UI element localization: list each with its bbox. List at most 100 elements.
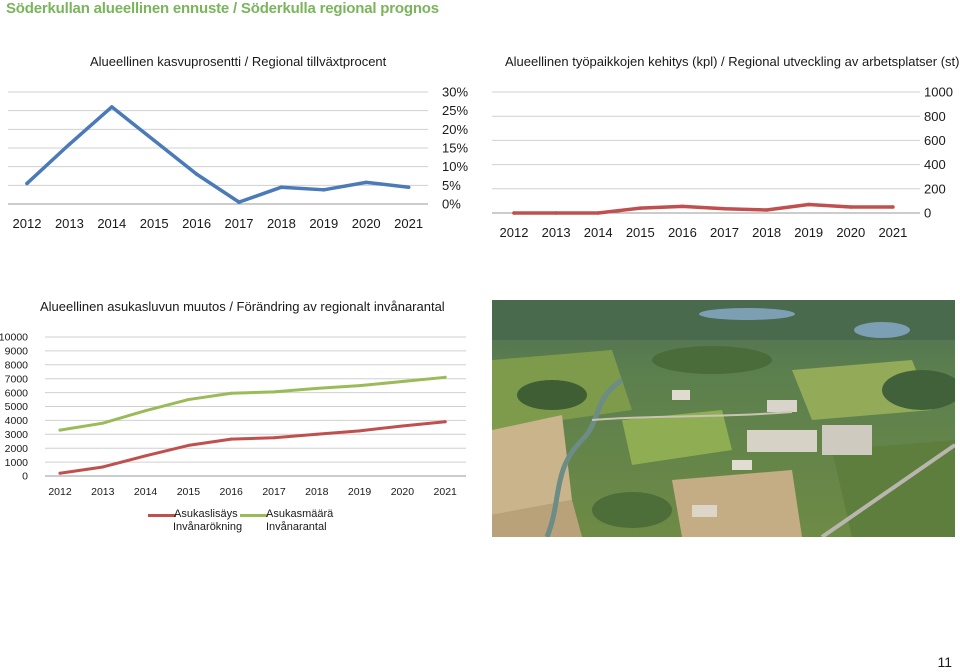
growth-chart: 30% 25% 20% 15% 10% 5% 0% 2012 2013 2014 2015 2016 2… (8, 85, 468, 231)
population-xtick-label: 2018 (305, 486, 329, 498)
growth-ytick-label: 25% (442, 103, 468, 118)
population-data-point (144, 409, 148, 413)
population-data-point (358, 384, 362, 388)
population-ytick-label: 7000 (5, 373, 29, 385)
jobs-xtick-label: 2015 (626, 225, 655, 240)
legend-label-asukasmaara: Asukasmäärä Invånarantal (266, 508, 334, 533)
population-xtick-label: 2017 (262, 486, 286, 498)
jobs-ytick-label: 600 (924, 133, 946, 148)
population-data-point (400, 379, 404, 383)
population-xtick-label: 2015 (177, 486, 201, 498)
jobs-xtick-label: 2020 (836, 225, 865, 240)
population-ytick-label: 2000 (5, 443, 29, 455)
legend-label-asukaslisays: Asukaslisäys Invånarökning (173, 508, 243, 533)
population-data-point (186, 398, 190, 402)
population-xtick-label: 2012 (48, 486, 72, 498)
growth-xtick-label: 2021 (394, 216, 423, 231)
jobs-xtick-label: 2019 (794, 225, 823, 240)
jobs-ytick-label: 0 (924, 206, 931, 221)
population-data-point (101, 421, 105, 425)
growth-data-point (406, 185, 411, 189)
jobs-data-point (596, 211, 600, 215)
population-data-point (58, 471, 62, 475)
legend-swatch-asukaslisays (148, 514, 176, 517)
population-data-point (443, 375, 447, 379)
population-ytick-label: 8000 (5, 359, 29, 371)
jobs-series-line-0 (512, 202, 895, 215)
population-ytick-label: 6000 (5, 387, 29, 399)
population-data-point (400, 424, 404, 428)
jobs-chart: 1000 800 600 400 200 0 2012 2013 2014 2015 2016 201… (492, 85, 953, 240)
population-data-point (144, 454, 148, 458)
growth-xtick-label: 2017 (225, 216, 254, 231)
growth-xtick-label: 2016 (182, 216, 211, 231)
population-ytick-label: 3000 (5, 429, 29, 441)
aerial-photo (492, 300, 955, 537)
page-number: 11 (937, 654, 952, 670)
population-xtick-label: 2016 (220, 486, 244, 498)
growth-data-point (152, 138, 156, 143)
population-series-line-0 (58, 420, 447, 475)
growth-data-point (237, 200, 241, 204)
population-ytick-label: 9000 (5, 346, 29, 358)
aerial-photo-illustration (492, 300, 955, 537)
growth-ytick-label: 0% (442, 197, 461, 212)
population-data-point (358, 429, 362, 433)
jobs-data-point (680, 204, 685, 209)
jobs-data-point (891, 205, 895, 209)
population-xtick-label: 2013 (91, 486, 115, 498)
growth-data-point (194, 172, 199, 176)
population-data-point (272, 436, 276, 440)
population-chart: 1000090008000700060005000400030002000100… (0, 332, 466, 498)
growth-ytick-label: 15% (442, 141, 468, 156)
population-data-point (315, 386, 319, 390)
jobs-ytick-label: 800 (924, 109, 946, 124)
population-data-point (443, 420, 447, 424)
population-ytick-label: 4000 (5, 415, 29, 427)
jobs-data-point (512, 211, 516, 215)
growth-xtick-label: 2018 (267, 216, 296, 231)
population-data-point (186, 443, 190, 447)
growth-data-point (25, 181, 29, 186)
jobs-data-point (806, 202, 811, 207)
growth-chart-title: Alueellinen kasvuprosentti / Regional ti… (90, 54, 387, 69)
growth-data-point (67, 142, 72, 147)
population-data-point (101, 465, 105, 469)
jobs-data-point (638, 206, 643, 210)
population-xtick-label: 2020 (391, 486, 415, 498)
jobs-chart-title: Alueellinen työpaikkojen kehitys (kpl) /… (505, 54, 960, 69)
jobs-data-point (849, 205, 853, 209)
jobs-data-point (554, 211, 558, 215)
jobs-xtick-label: 2014 (584, 225, 613, 240)
population-xtick-label: 2019 (348, 486, 372, 498)
jobs-xtick-label: 2021 (878, 225, 907, 240)
jobs-xtick-label: 2017 (710, 225, 739, 240)
jobs-xtick-label: 2018 (752, 225, 781, 240)
population-data-point (315, 432, 319, 436)
growth-xtick-label: 2013 (55, 216, 84, 231)
population-ytick-label: 10000 (0, 332, 28, 344)
population-data-point (272, 390, 276, 394)
population-ytick-label: 1000 (5, 457, 29, 469)
population-ytick-label: 0 (22, 471, 28, 483)
growth-data-point (110, 105, 114, 109)
growth-xtick-label: 2014 (97, 216, 126, 231)
growth-ytick-label: 10% (442, 159, 468, 174)
jobs-ytick-label: 1000 (924, 85, 953, 100)
growth-data-point (279, 185, 284, 189)
jobs-xtick-label: 2016 (668, 225, 697, 240)
jobs-data-point (764, 208, 769, 212)
population-data-point (229, 391, 233, 395)
growth-series-line-0 (25, 105, 411, 204)
jobs-ytick-label: 400 (924, 157, 946, 172)
population-data-point (229, 437, 233, 441)
growth-data-point (322, 188, 326, 192)
growth-xtick-label: 2020 (352, 216, 381, 231)
jobs-ytick-label: 200 (924, 181, 946, 196)
growth-xtick-label: 2015 (140, 216, 169, 231)
population-chart-title: Alueellinen asukasluvun muutos / Förändr… (40, 299, 445, 314)
growth-ytick-label: 5% (442, 178, 461, 193)
population-data-point (58, 428, 62, 432)
legend-swatch-asukasmaara (240, 514, 268, 517)
jobs-xtick-label: 2012 (500, 225, 529, 240)
